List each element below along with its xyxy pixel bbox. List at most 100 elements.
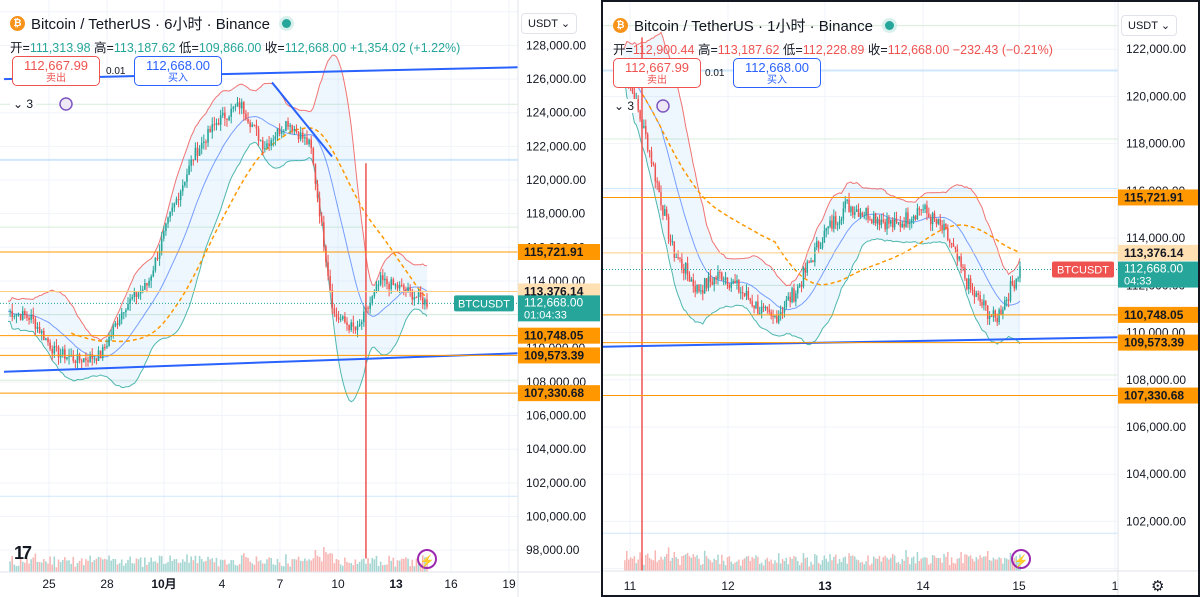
change-value: +1,354.02 (+1.22%): [349, 41, 461, 55]
buy-button[interactable]: 112,668.00 买入: [134, 56, 222, 86]
volume-bar: [403, 558, 405, 572]
candle-body: [933, 213, 936, 220]
volume-bar: [203, 561, 205, 572]
candle-body: [684, 263, 687, 274]
candle-body: [337, 317, 340, 320]
candle-body: [118, 319, 121, 325]
volume-bar: [631, 558, 634, 571]
volume-bar: [734, 562, 736, 571]
candle-body: [198, 148, 201, 156]
volume-bar: [988, 559, 991, 571]
symbol-header[interactable]: ₿ Bitcoin / TetherUS · 1小时 · Binance: [613, 15, 894, 36]
volume-bar: [656, 561, 658, 571]
chart-canvas-1h[interactable]: 102,000.00 104,000.00 106,000.00 108,000.00…: [603, 2, 1200, 597]
candle-body: [783, 306, 786, 313]
sell-label: 卖出: [647, 75, 667, 86]
volume-bar: [316, 555, 319, 572]
volume-bar: [962, 563, 964, 571]
volume-bar: [405, 557, 407, 572]
candle-body: [314, 164, 317, 184]
volume-bar: [228, 563, 230, 572]
candle-body: [291, 125, 294, 132]
volume-bar: [967, 556, 970, 571]
candle-body: [400, 284, 403, 286]
candle-body: [941, 224, 943, 231]
refresh-icon: [656, 99, 670, 113]
volume-bar: [943, 553, 945, 571]
gear-icon[interactable]: ⚙: [1151, 578, 1165, 595]
volume-bar: [705, 556, 708, 571]
volume-bar: [664, 556, 666, 571]
candle-body: [129, 298, 131, 304]
volume-bar: [696, 555, 698, 571]
indicators-toggle[interactable]: ⌄ 3: [611, 99, 638, 113]
lightning-icon[interactable]: ⚡: [417, 549, 437, 569]
volume-bar: [833, 556, 835, 571]
volume-bar: [173, 559, 176, 572]
volume-bar: [749, 560, 752, 571]
buy-button[interactable]: 112,668.00 买入: [733, 58, 821, 88]
candle-body: [983, 300, 985, 306]
candle-body: [719, 272, 721, 274]
candle-body: [306, 137, 308, 145]
bollinger-band-fill: [8, 55, 427, 402]
y-tick-label: 106,000.00: [526, 409, 586, 423]
sell-button[interactable]: 112,667.99 卖出: [12, 56, 100, 86]
volume-bar: [876, 558, 879, 571]
candle-body: [221, 112, 224, 116]
chart-canvas-6h[interactable]: 98,000.00 100,000.00 102,000.00 104,000.00 1…: [0, 0, 600, 597]
volume-bar: [112, 558, 115, 572]
volume-bar: [821, 560, 824, 571]
volume-bar: [918, 561, 921, 571]
volume-bar: [871, 563, 873, 571]
volume-bar: [846, 563, 848, 571]
candle-body: [631, 87, 634, 93]
volume-bar: [386, 564, 388, 572]
indicators-toggle[interactable]: ⌄ 3: [10, 97, 37, 111]
volume-bar: [215, 557, 218, 572]
volume-bar: [985, 556, 987, 571]
volume-bar: [924, 557, 926, 571]
candle-body: [188, 165, 190, 175]
candle-body: [876, 219, 879, 224]
sell-button[interactable]: 112,667.99 卖出: [613, 58, 701, 88]
candle-body: [85, 358, 87, 361]
chevron-down-icon: ⌄: [560, 18, 571, 30]
lightning-icon[interactable]: ⚡: [1011, 549, 1031, 569]
market-open-icon: [282, 19, 291, 28]
candle-body: [836, 224, 839, 226]
volume-bar: [268, 557, 270, 572]
candle-body: [690, 279, 693, 282]
volume-bar: [40, 562, 43, 572]
candle-body: [652, 163, 655, 165]
candle-body: [318, 197, 321, 217]
volume-bar: [55, 567, 58, 572]
candle-body: [992, 310, 995, 317]
currency-selector[interactable]: USDT ⌄: [521, 13, 578, 34]
volume-bar: [106, 559, 108, 572]
candle-body: [181, 185, 184, 192]
volume-bar: [181, 559, 184, 572]
price-level-text: 115,721.91: [1124, 190, 1184, 204]
volume-bar: [101, 559, 104, 572]
currency-selector[interactable]: USDT ⌄: [1121, 15, 1178, 36]
candle-body: [797, 286, 799, 294]
volume-bar: [297, 556, 300, 572]
candle-body: [869, 219, 871, 221]
candle-body: [770, 312, 772, 316]
volume-bar: [123, 565, 125, 572]
candle-body: [787, 296, 790, 300]
symbol-tag-text: BTCUSDT: [458, 298, 510, 310]
candle-body: [677, 257, 679, 259]
volume-bar: [314, 549, 317, 572]
volume-bar: [643, 564, 645, 571]
volume-bar: [677, 558, 679, 571]
volume-bar: [888, 559, 890, 571]
candle-body: [1000, 309, 1002, 315]
candle-body: [833, 216, 835, 229]
candle-body: [692, 279, 695, 287]
candle-body: [686, 263, 689, 276]
sell-label: 卖出: [46, 73, 66, 84]
volume-bar: [719, 564, 721, 571]
symbol-header[interactable]: ₿ Bitcoin / TetherUS · 6小时 · Binance: [10, 13, 291, 34]
